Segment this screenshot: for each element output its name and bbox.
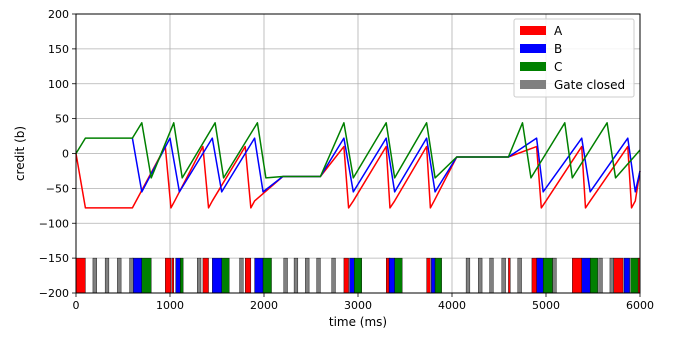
gate-bar-gate-closed [501, 257, 506, 294]
gate-bar-c [630, 257, 639, 294]
y-tick-label: 150 [48, 43, 69, 56]
gate-bar-gate-closed [104, 257, 110, 294]
gate-bar-gate-closed [478, 257, 483, 294]
gate-bar-gate-closed [305, 257, 310, 294]
legend-label: A [554, 24, 563, 38]
y-tick-label: −150 [39, 252, 69, 265]
gate-bars [75, 257, 641, 294]
gate-bar-a [244, 257, 252, 294]
gate-bar-gate-closed [552, 257, 557, 294]
y-tick-label: 100 [48, 78, 69, 91]
gate-bar-gate-closed [239, 257, 244, 294]
gate-bar-gate-closed [517, 257, 522, 294]
x-tick-label: 0 [73, 299, 80, 312]
gate-bar-b [212, 257, 222, 294]
gate-bar-b [623, 257, 630, 294]
gate-bar-c [141, 257, 152, 294]
legend-swatch-b [520, 44, 546, 53]
x-tick-label: 6000 [626, 299, 654, 312]
gate-bar-b [388, 257, 395, 294]
gate-bar-a [426, 257, 431, 294]
gate-bar-c [262, 257, 272, 294]
gate-bar-c [180, 257, 184, 294]
y-tick-label: −200 [39, 287, 69, 300]
y-tick-label: −50 [46, 182, 69, 195]
gate-bar-b [175, 257, 181, 294]
x-axis-label: time (ms) [329, 315, 387, 329]
gate-bar-a [171, 257, 174, 294]
gate-bar-gate-closed [331, 257, 336, 294]
legend-label: C [554, 60, 562, 74]
series-line-b [131, 137, 641, 193]
gate-bar-gate-closed [609, 257, 614, 294]
gate-bar-c [542, 257, 553, 294]
gate-bar-c [221, 257, 230, 294]
gate-bar-b [254, 257, 264, 294]
x-tick-label: 5000 [532, 299, 560, 312]
gate-bar-a [613, 257, 624, 294]
gate-bar-b [349, 257, 355, 294]
y-axis-label: credit (b) [13, 126, 27, 181]
gate-bar-c [394, 257, 403, 294]
x-tick-label: 1000 [156, 299, 184, 312]
gate-bar-gate-closed [489, 257, 494, 294]
x-tick-label: 4000 [438, 299, 466, 312]
legend-box [513, 18, 635, 98]
series-lines [75, 122, 641, 209]
x-tick-label: 3000 [344, 299, 372, 312]
legend-label: Gate closed [554, 78, 625, 92]
gate-bar-gate-closed [598, 257, 603, 294]
y-tick-label: 200 [48, 8, 69, 21]
gate-bar-gate-closed [117, 257, 122, 294]
gate-bar-gate-closed [129, 257, 134, 294]
legend-label: B [554, 42, 562, 56]
series-line-a [75, 145, 641, 209]
series-line-c [75, 122, 641, 179]
gate-bar-c [354, 257, 362, 294]
gate-bar-gate-closed [293, 257, 299, 294]
gate-bar-gate-closed [92, 257, 97, 294]
legend: ABC Gate closed [513, 18, 635, 98]
legend-swatch-a [520, 26, 546, 35]
gate-bar-a [343, 257, 349, 294]
gate-bar-b [132, 257, 142, 294]
legend-swatch-gate-closed [520, 80, 546, 89]
gate-bar-gate-closed [283, 257, 288, 294]
gate-bar-c [434, 257, 442, 294]
gate-bar-gate-closed [465, 257, 471, 294]
gate-bar-b [431, 257, 436, 294]
y-tick-label: 50 [55, 113, 69, 126]
gate-bar-gate-closed [316, 257, 321, 294]
gate-bar-b [581, 257, 591, 294]
gate-bar-a [508, 257, 511, 294]
legend-swatch-c [520, 62, 546, 71]
gate-bar-a [572, 257, 582, 294]
gate-bar-gate-closed [197, 257, 202, 294]
gate-bar-a [165, 257, 172, 294]
x-tick-label: 2000 [250, 299, 278, 312]
gate-bar-a [75, 257, 86, 294]
gate-bar-b [536, 257, 544, 294]
y-axis-ticks: −200 −150 −100 −50 0 50 100 150 200 [39, 8, 76, 300]
gate-bar-a [202, 257, 209, 294]
y-tick-label: −100 [39, 217, 69, 230]
gate-bar-c [589, 257, 598, 294]
y-tick-label: 0 [62, 148, 69, 161]
x-axis-ticks: 0 1000 2000 3000 4000 5000 6000 [73, 293, 654, 312]
